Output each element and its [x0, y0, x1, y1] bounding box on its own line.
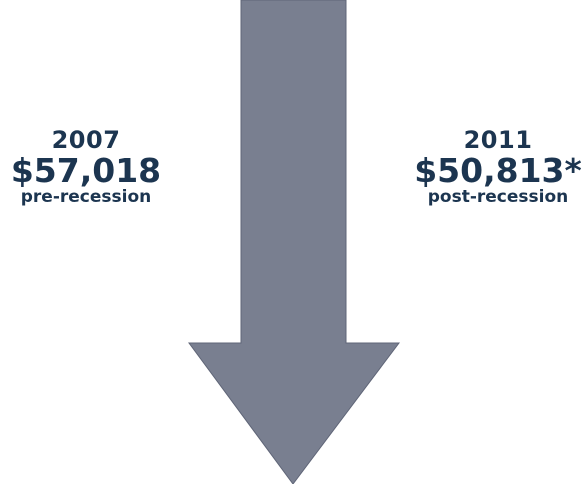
post-recession-caption: post-recession [427, 187, 569, 207]
down-arrow-shape [188, 0, 401, 484]
pre-recession-caption: pre-recession [20, 187, 152, 207]
year-2007-label: 2007 [51, 126, 121, 154]
amount-2011-value: $50,813* [414, 151, 582, 190]
post-recession-figure: 2011 $50,813* post-recession [411, 128, 585, 206]
amount-2007-value: $57,018 [10, 151, 162, 190]
year-2011-label: 2011 [463, 126, 533, 154]
pre-recession-figure: 2007 $57,018 pre-recession [0, 128, 172, 206]
